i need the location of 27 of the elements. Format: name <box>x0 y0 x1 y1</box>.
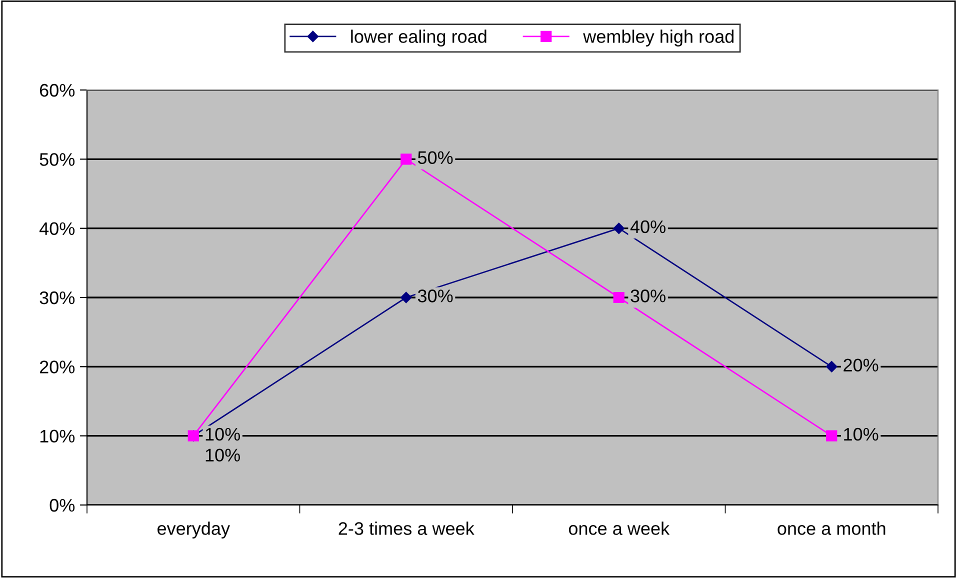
point <box>400 154 412 165</box>
y-tick-label: 10% <box>40 430 75 443</box>
x-tick-label: 2-3 times a week <box>338 522 474 535</box>
x-tick-label: once a month <box>778 522 886 535</box>
point <box>826 361 838 372</box>
y-tick-label: 30% <box>40 291 75 304</box>
data-label: 10% <box>206 448 240 462</box>
data-label: 20% <box>844 358 878 372</box>
y-tick-label: 40% <box>39 222 75 236</box>
x-tick-label: everyday <box>158 522 230 538</box>
y-tick-label: 50% <box>40 153 75 166</box>
x-tick-label: once a week <box>568 522 670 535</box>
point <box>613 292 624 304</box>
data-label: 10% <box>206 428 240 441</box>
data-label: 40% <box>630 220 666 234</box>
point <box>613 222 624 234</box>
point <box>826 430 838 442</box>
data-label: 30% <box>418 290 453 302</box>
point <box>400 292 412 304</box>
data-label: 50% <box>418 151 453 164</box>
legend-label: lower ealing road <box>351 30 486 47</box>
y-tick-label: 20% <box>40 360 75 374</box>
y-tick-label: 0% <box>50 498 75 512</box>
legend-label: wembley high road <box>583 30 734 47</box>
y-tick-label: 60% <box>40 84 75 97</box>
data-label: 30% <box>630 290 666 302</box>
data-label: 10% <box>844 428 878 441</box>
